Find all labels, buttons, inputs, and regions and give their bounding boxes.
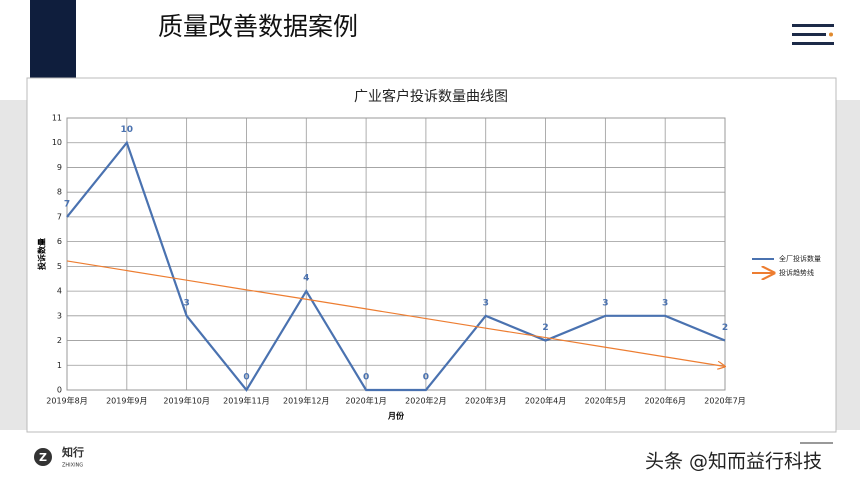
y-tick-label: 5 [57, 262, 62, 271]
data-label: 2 [722, 323, 728, 333]
legend-label: 投诉趋势线 [779, 268, 814, 277]
logo-name: 知行 [61, 445, 84, 459]
x-tick-label: 2020年6月 [644, 396, 685, 406]
data-label: 10 [121, 125, 134, 135]
logo: Z 知行 ZHIXING [34, 445, 84, 469]
data-label: 0 [363, 373, 369, 383]
y-tick-label: 4 [57, 287, 62, 296]
y-tick-label: 1 [57, 361, 62, 370]
y-axis-label: 投诉数量 [37, 238, 47, 270]
menu-icon [792, 24, 834, 45]
x-tick-label: 2020年5月 [585, 396, 626, 406]
data-label: 4 [303, 274, 309, 284]
y-tick-label: 7 [57, 212, 62, 221]
legend-label: 全厂投诉数量 [779, 254, 821, 263]
x-tick-label: 2020年7月 [704, 396, 745, 406]
y-tick-label: 9 [57, 163, 62, 172]
y-tick-label: 11 [52, 114, 62, 123]
x-tick-label: 2020年1月 [345, 396, 386, 406]
y-tick-label: 2 [57, 336, 62, 345]
x-tick-label: 2019年11月 [223, 396, 270, 406]
data-label: 0 [243, 373, 249, 383]
data-label: 3 [184, 298, 190, 308]
series-line [66, 140, 726, 392]
x-tick-label: 2020年2月 [405, 396, 446, 406]
data-label: 0 [423, 373, 429, 383]
chart-frame [26, 77, 837, 433]
data-label: 3 [662, 298, 668, 308]
series-line [66, 260, 725, 367]
x-axis-label: 月份 [387, 411, 405, 421]
data-label: 2 [542, 323, 548, 333]
x-tick-label: 2019年10月 [163, 396, 210, 406]
watermark: 头条 @知而益行科技 [645, 451, 822, 473]
accent-block [30, 0, 76, 78]
y-tick-label: 6 [57, 237, 62, 246]
y-tick-label: 10 [52, 138, 62, 147]
x-tick-label: 2019年9月 [106, 396, 147, 406]
y-tick-label: 0 [57, 386, 62, 395]
data-label: 3 [602, 298, 608, 308]
data-label: 3 [483, 298, 489, 308]
y-tick-label: 8 [57, 188, 62, 197]
x-tick-label: 2019年8月 [46, 396, 87, 406]
x-tick-label: 2019年12月 [283, 396, 330, 406]
y-tick-label: 3 [57, 311, 62, 320]
logo-sub: ZHIXING [62, 463, 83, 469]
chart-title: 广业客户投诉数量曲线图 [354, 88, 508, 105]
slide-title: 质量改善数据案例 [158, 12, 358, 41]
svg-text:Z: Z [39, 451, 47, 464]
data-label: 7 [64, 199, 70, 209]
x-tick-label: 2020年4月 [525, 396, 566, 406]
x-tick-label: 2020年3月 [465, 396, 506, 406]
